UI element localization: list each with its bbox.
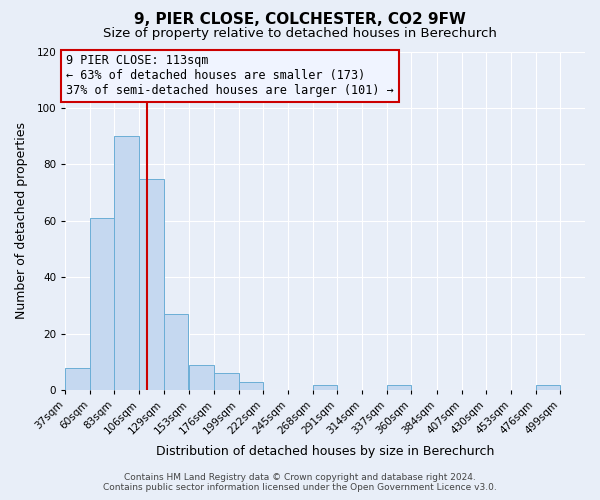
Bar (65, 368, 90, 390)
Bar (386, 384, 412, 390)
Bar (115, 136, 139, 390)
Bar (313, 384, 337, 390)
Bar (164, 314, 188, 390)
Y-axis label: Number of detached properties: Number of detached properties (15, 122, 28, 320)
Bar (90, 218, 115, 390)
Bar (536, 384, 560, 390)
Bar (239, 382, 263, 390)
Bar (190, 365, 214, 390)
X-axis label: Distribution of detached houses by size in Berechurch: Distribution of detached houses by size … (156, 444, 494, 458)
Text: Contains HM Land Registry data © Crown copyright and database right 2024.
Contai: Contains HM Land Registry data © Crown c… (103, 473, 497, 492)
Bar (214, 374, 239, 390)
Text: Size of property relative to detached houses in Berechurch: Size of property relative to detached ho… (103, 28, 497, 40)
Text: 9, PIER CLOSE, COLCHESTER, CO2 9FW: 9, PIER CLOSE, COLCHESTER, CO2 9FW (134, 12, 466, 28)
Bar (139, 178, 164, 390)
Text: 9 PIER CLOSE: 113sqm
← 63% of detached houses are smaller (173)
37% of semi-deta: 9 PIER CLOSE: 113sqm ← 63% of detached h… (66, 54, 394, 98)
